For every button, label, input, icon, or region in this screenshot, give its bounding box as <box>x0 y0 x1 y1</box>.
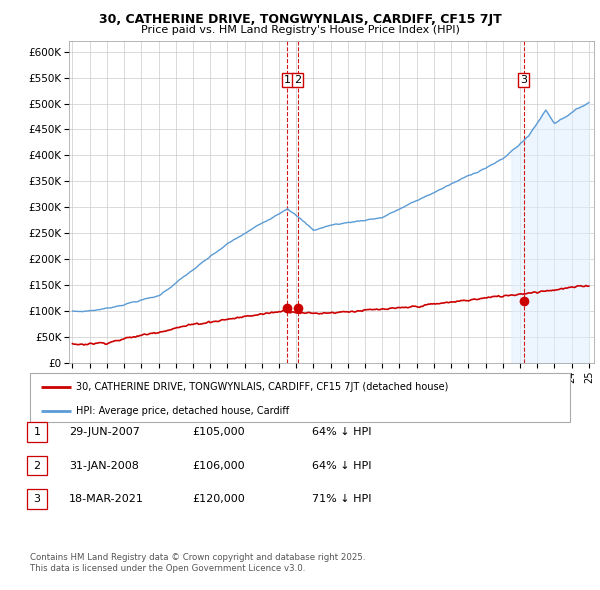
Text: 1: 1 <box>284 75 291 85</box>
Text: 30, CATHERINE DRIVE, TONGWYNLAIS, CARDIFF, CF15 7JT (detached house): 30, CATHERINE DRIVE, TONGWYNLAIS, CARDIF… <box>76 382 448 392</box>
Text: Contains HM Land Registry data © Crown copyright and database right 2025.
This d: Contains HM Land Registry data © Crown c… <box>30 553 365 573</box>
Text: £120,000: £120,000 <box>192 494 245 504</box>
Text: 31-JAN-2008: 31-JAN-2008 <box>69 461 139 470</box>
Text: 2: 2 <box>34 461 40 470</box>
Text: 64% ↓ HPI: 64% ↓ HPI <box>312 461 371 470</box>
Text: 1: 1 <box>34 427 40 437</box>
Text: 30, CATHERINE DRIVE, TONGWYNLAIS, CARDIFF, CF15 7JT: 30, CATHERINE DRIVE, TONGWYNLAIS, CARDIF… <box>98 13 502 26</box>
Text: 64% ↓ HPI: 64% ↓ HPI <box>312 427 371 437</box>
Text: £106,000: £106,000 <box>192 461 245 470</box>
FancyBboxPatch shape <box>30 373 570 422</box>
Text: 2: 2 <box>294 75 301 85</box>
Text: 29-JUN-2007: 29-JUN-2007 <box>69 427 140 437</box>
Text: £105,000: £105,000 <box>192 427 245 437</box>
Text: 71% ↓ HPI: 71% ↓ HPI <box>312 494 371 504</box>
Text: 3: 3 <box>34 494 40 504</box>
Text: HPI: Average price, detached house, Cardiff: HPI: Average price, detached house, Card… <box>76 406 289 416</box>
Text: Price paid vs. HM Land Registry's House Price Index (HPI): Price paid vs. HM Land Registry's House … <box>140 25 460 35</box>
Text: 3: 3 <box>520 75 527 85</box>
Text: 18-MAR-2021: 18-MAR-2021 <box>69 494 144 504</box>
